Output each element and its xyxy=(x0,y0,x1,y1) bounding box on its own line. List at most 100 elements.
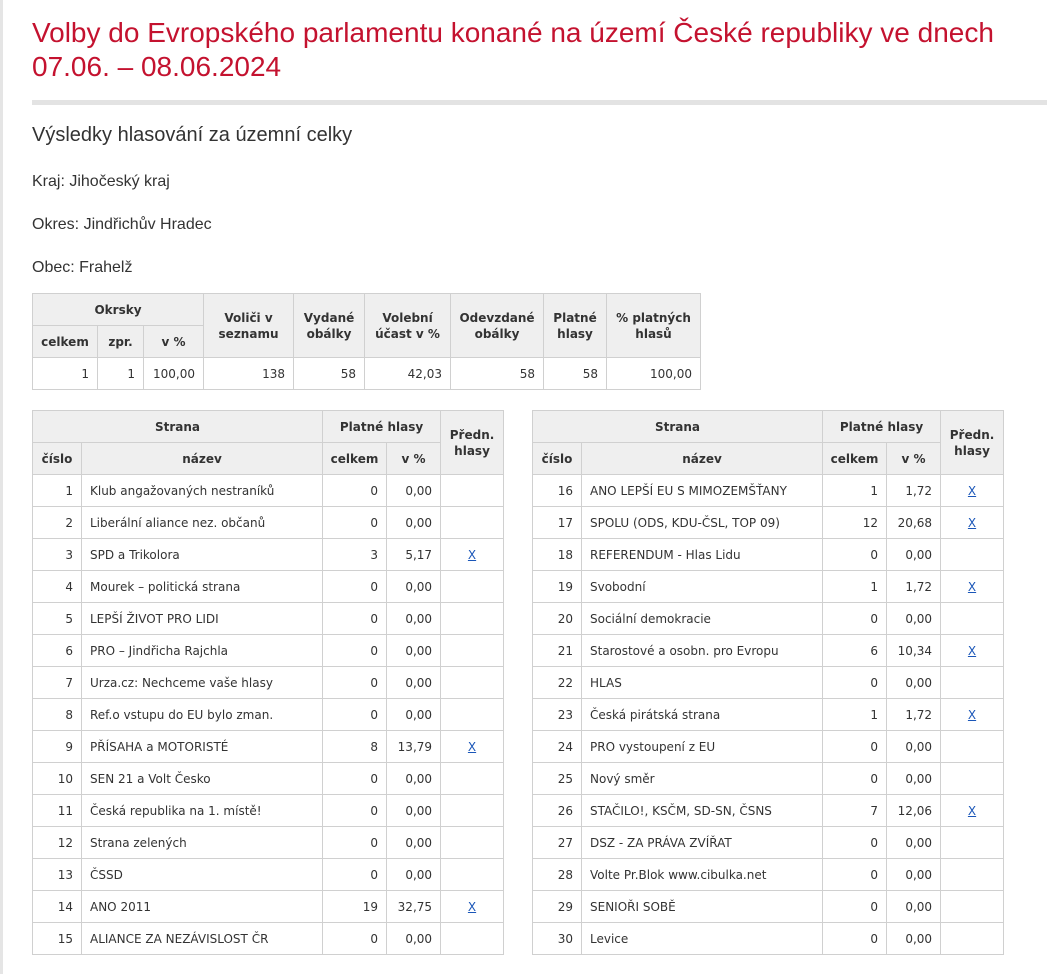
preferential-votes-link[interactable]: X xyxy=(967,579,977,594)
party-name: SPOLU (ODS, KDU-ČSL, TOP 09) xyxy=(580,506,824,539)
party-number: 6 xyxy=(32,634,82,667)
party-name: SEN 21 a Volt Česko xyxy=(80,762,324,795)
header-platne: Platné hlasy xyxy=(543,293,608,358)
party-pct: 10,34 xyxy=(886,634,942,667)
party-pct: 0,00 xyxy=(886,858,942,891)
party-votes: 0 xyxy=(322,666,388,699)
party-number: 25 xyxy=(532,762,582,795)
party-votes: 0 xyxy=(322,858,388,891)
party-pref-cell: X xyxy=(440,890,505,923)
party-votes: 0 xyxy=(822,730,888,763)
party-name: Strana zelených xyxy=(80,826,324,859)
header-okrsky: Okrsky xyxy=(31,293,205,326)
party-name: ČSSD xyxy=(80,858,324,891)
preferential-votes-link[interactable]: X xyxy=(967,483,977,498)
party-pref-cell: X xyxy=(940,570,1005,603)
party-pref-cell xyxy=(440,506,505,539)
party-name: LEPŠÍ ŽIVOT PRO LIDI xyxy=(80,602,324,635)
party-number: 9 xyxy=(32,730,82,763)
party-votes: 0 xyxy=(822,666,888,699)
header-strana: Strana xyxy=(31,410,324,443)
party-number: 13 xyxy=(32,858,82,891)
party-row: 28 Volte Pr.Blok www.cibulka.net 0 0,00 xyxy=(532,858,1005,891)
party-votes: 0 xyxy=(322,826,388,859)
preferential-votes-link[interactable]: X xyxy=(967,643,977,658)
header-predn-hlasy: Předn. hlasy xyxy=(440,410,505,475)
cell-v-pct: 100,00 xyxy=(142,357,205,390)
preferential-votes-link[interactable]: X xyxy=(467,739,477,754)
municipality-label: Obec: Frahelž xyxy=(32,259,133,276)
party-pref-cell xyxy=(440,762,505,795)
party-pref-cell xyxy=(440,666,505,699)
party-number: 12 xyxy=(32,826,82,859)
party-number: 16 xyxy=(532,474,582,507)
party-name: PRO vystoupení z EU xyxy=(580,730,824,763)
party-row: 14 ANO 2011 19 32,75 X xyxy=(32,890,505,923)
header-ucast: Volební účast v % xyxy=(364,293,452,358)
party-pref-cell xyxy=(940,890,1005,923)
party-number: 10 xyxy=(32,762,82,795)
party-votes: 0 xyxy=(822,858,888,891)
party-votes: 0 xyxy=(322,634,388,667)
party-pct: 0,00 xyxy=(886,922,942,955)
preferential-votes-link[interactable]: X xyxy=(467,547,477,562)
party-votes: 0 xyxy=(322,794,388,827)
preferential-votes-link[interactable]: X xyxy=(967,803,977,818)
preferential-votes-link[interactable]: X xyxy=(467,899,477,914)
party-votes: 3 xyxy=(322,538,388,571)
party-pct: 0,00 xyxy=(386,474,442,507)
party-votes: 0 xyxy=(322,570,388,603)
district-label: Okres: Jindřichův Hradec xyxy=(32,216,212,233)
party-pref-cell xyxy=(940,730,1005,763)
party-number: 30 xyxy=(532,922,582,955)
party-name: STAČILO!, KSČM, SD-SN, ČSNS xyxy=(580,794,824,827)
party-number: 8 xyxy=(32,698,82,731)
party-pct: 0,00 xyxy=(386,858,442,891)
party-row: 18 REFERENDUM - Hlas Lidu 0 0,00 xyxy=(532,538,1005,571)
party-row: 9 PŘÍSAHA a MOTORISTÉ 8 13,79 X xyxy=(32,730,505,763)
party-pct: 0,00 xyxy=(386,602,442,635)
party-pref-cell xyxy=(440,922,505,955)
party-pref-cell: X xyxy=(440,538,505,571)
summary-table: Okrsky Voliči v seznamu Vydané obálky Vo… xyxy=(31,293,702,390)
party-pct: 1,72 xyxy=(886,570,942,603)
party-pct: 12,06 xyxy=(886,794,942,827)
party-number: 19 xyxy=(532,570,582,603)
party-number: 26 xyxy=(532,794,582,827)
party-pct: 0,00 xyxy=(886,538,942,571)
party-name: Ref.o vstupu do EU bylo zman. xyxy=(80,698,324,731)
party-number: 1 xyxy=(32,474,82,507)
party-pref-cell xyxy=(440,570,505,603)
party-name: Nový směr xyxy=(580,762,824,795)
party-votes: 0 xyxy=(822,762,888,795)
party-pref-cell xyxy=(440,634,505,667)
party-name: PŘÍSAHA a MOTORISTÉ xyxy=(80,730,324,763)
party-number: 14 xyxy=(32,890,82,923)
party-row: 21 Starostové a osobn. pro Evropu 6 10,34 X xyxy=(532,634,1005,667)
party-votes: 0 xyxy=(822,922,888,955)
header-platne-hlasy: Platné hlasy xyxy=(322,410,442,443)
party-row: 19 Svobodní 1 1,72 X xyxy=(532,570,1005,603)
party-row: 8 Ref.o vstupu do EU bylo zman. 0 0,00 xyxy=(32,698,505,731)
party-name: Česká pirátská strana xyxy=(580,698,824,731)
party-votes: 1 xyxy=(822,698,888,731)
cell-platne: 58 xyxy=(543,357,608,390)
preferential-votes-link[interactable]: X xyxy=(967,707,977,722)
header-nazev: název xyxy=(80,442,324,475)
header-volici: Voliči v seznamu xyxy=(203,293,295,358)
party-votes: 0 xyxy=(822,826,888,859)
party-name: SPD a Trikolora xyxy=(80,538,324,571)
preferential-votes-link[interactable]: X xyxy=(967,515,977,530)
party-pct: 13,79 xyxy=(386,730,442,763)
party-name: Česká republika na 1. místě! xyxy=(80,794,324,827)
parties-table-left: Strana Platné hlasy Předn. hlasy číslo název… xyxy=(31,410,505,955)
party-votes: 8 xyxy=(322,730,388,763)
party-name: HLAS xyxy=(580,666,824,699)
party-votes: 12 xyxy=(822,506,888,539)
party-name: Liberální aliance nez. občanů xyxy=(80,506,324,539)
party-votes: 6 xyxy=(822,634,888,667)
party-name: Volte Pr.Blok www.cibulka.net xyxy=(580,858,824,891)
party-name: SENIOŘI SOBĚ xyxy=(580,890,824,923)
summary-row: 1 1 100,00 138 58 42,03 58 58 100,00 xyxy=(32,357,702,390)
party-votes: 7 xyxy=(822,794,888,827)
